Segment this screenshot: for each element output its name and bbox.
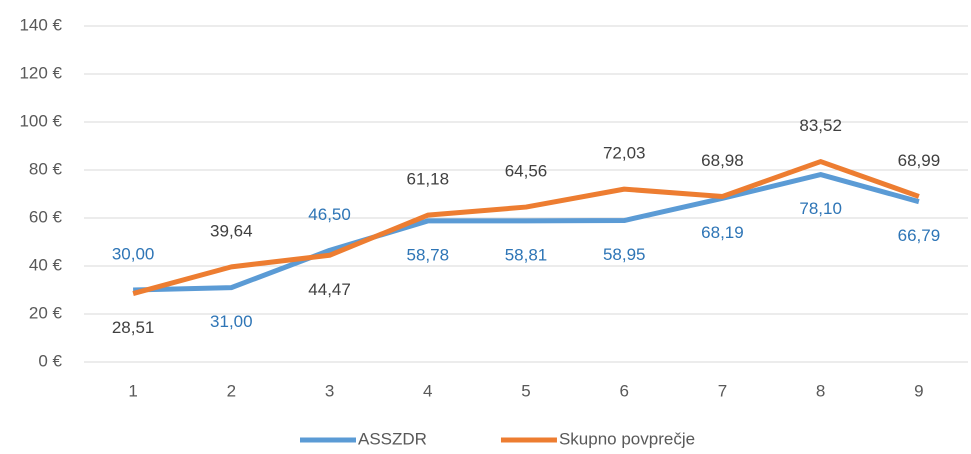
data-label: 66,79 — [898, 226, 941, 245]
series-line — [133, 172, 920, 293]
data-label: 31,00 — [210, 312, 253, 331]
x-tick-label: 8 — [816, 381, 825, 400]
data-label: 68,19 — [701, 223, 744, 242]
y-tick-label: 80 € — [29, 159, 63, 178]
data-label: 64,56 — [505, 162, 548, 181]
x-tick-label: 7 — [718, 381, 727, 400]
series-line — [132, 159, 920, 296]
data-label: 58,81 — [505, 245, 548, 264]
legend-label: Skupno povprečje — [559, 429, 695, 448]
y-tick-label: 60 € — [29, 207, 63, 226]
y-tick-label: 0 € — [38, 351, 62, 370]
legend-label: ASSZDR — [358, 429, 427, 448]
data-label: 58,95 — [603, 245, 646, 264]
x-tick-label: 6 — [619, 381, 628, 400]
y-tick-label: 100 € — [19, 111, 62, 130]
data-label: 39,64 — [210, 221, 253, 240]
data-label: 61,18 — [407, 170, 450, 189]
data-label: 30,00 — [112, 244, 155, 263]
x-tick-label: 2 — [227, 381, 236, 400]
data-label: 28,51 — [112, 318, 155, 337]
x-tick-label: 4 — [423, 381, 432, 400]
data-label: 72,03 — [603, 144, 646, 163]
x-tick-label: 9 — [914, 381, 923, 400]
data-label: 58,78 — [407, 245, 450, 264]
x-tick-label: 1 — [128, 381, 137, 400]
x-tick-label: 3 — [325, 381, 334, 400]
data-label: 78,10 — [799, 199, 842, 218]
data-label: 83,52 — [799, 116, 842, 135]
y-tick-label: 20 € — [29, 303, 63, 322]
x-tick-label: 5 — [521, 381, 530, 400]
data-label: 68,98 — [701, 151, 744, 170]
y-tick-label: 120 € — [19, 63, 62, 82]
data-label: 68,99 — [898, 151, 941, 170]
y-tick-label: 40 € — [29, 255, 63, 274]
data-label: 44,47 — [308, 280, 351, 299]
y-tick-label: 140 € — [19, 15, 62, 34]
data-label: 46,50 — [308, 205, 351, 224]
